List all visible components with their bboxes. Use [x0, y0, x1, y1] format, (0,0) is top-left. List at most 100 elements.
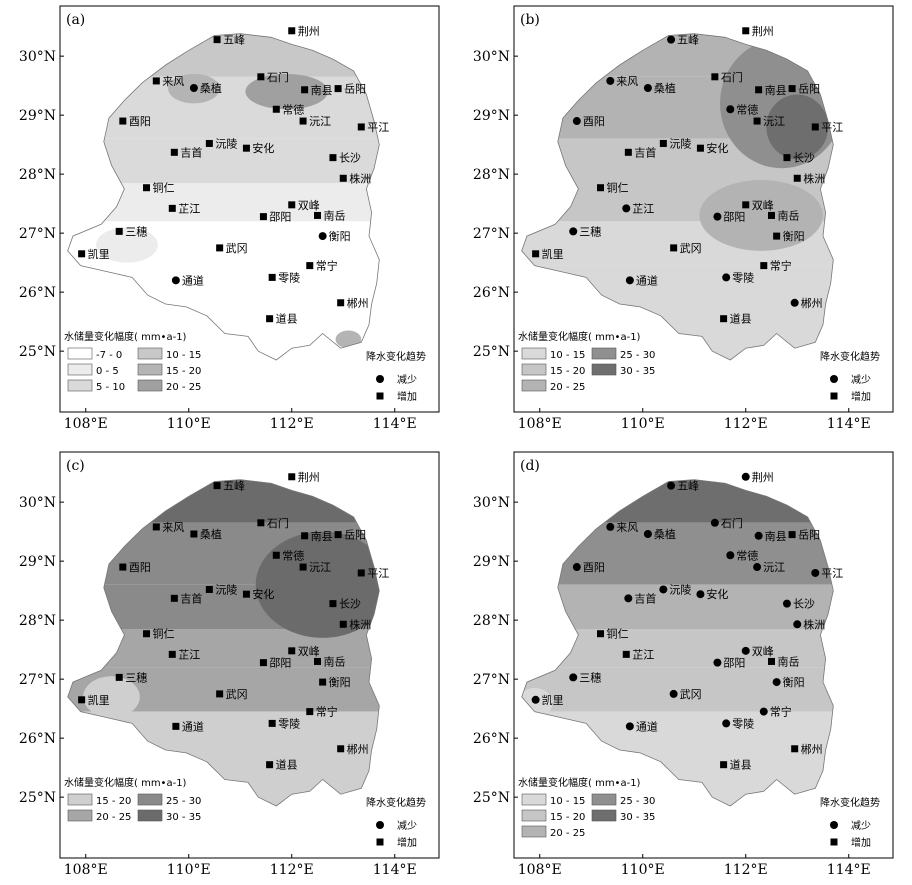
station-name: 凯里 [542, 248, 564, 261]
station-name: 衡阳 [329, 230, 351, 243]
station-name: 五峰 [223, 34, 245, 47]
increase-marker [301, 86, 309, 94]
decrease-legend-marker [376, 375, 384, 383]
station-name: 桑植 [200, 527, 222, 541]
station-name: 来风 [616, 521, 638, 534]
decrease-marker [782, 599, 791, 608]
station-16: 株洲 [339, 171, 371, 185]
station-name: 酉阳 [129, 115, 151, 128]
station-22: 三穗 [115, 225, 147, 238]
station-name: 南岳 [324, 209, 346, 222]
station-name: 通道 [636, 273, 658, 287]
lat-tick-label: 29°N [473, 108, 510, 124]
station-name: 长沙 [793, 152, 815, 165]
station-name: 常德 [282, 548, 304, 562]
legend-label: 15 - 20 [166, 366, 201, 377]
station-name: 沅江 [763, 115, 785, 128]
station-name: 沅江 [309, 561, 331, 574]
station-27: 通道 [172, 719, 204, 733]
decrease-legend-label: 减少 [851, 374, 871, 386]
decrease-legend-marker [830, 821, 838, 829]
lat-tick-label: 25°N [19, 790, 56, 806]
increase-marker [216, 690, 224, 698]
decrease-marker [722, 719, 731, 728]
increase-marker [259, 213, 267, 221]
station-16: 株洲 [793, 617, 825, 631]
station-name: 通道 [636, 719, 658, 733]
decrease-marker [569, 673, 578, 682]
decrease-legend-marker [376, 821, 384, 829]
station-name: 长沙 [339, 152, 361, 165]
increase-marker [768, 211, 775, 219]
station-23: 衡阳 [772, 676, 805, 689]
station-name: 岳阳 [798, 529, 820, 542]
station-name: 来风 [162, 75, 184, 88]
increase-marker [768, 657, 775, 665]
station-name: 南县 [765, 530, 787, 543]
station-name: 南县 [311, 84, 333, 97]
station-8: 常德 [726, 548, 758, 562]
increase-marker [288, 647, 296, 655]
increase-marker [720, 761, 728, 769]
station-16: 株洲 [339, 617, 371, 631]
legend-swatch [591, 793, 617, 806]
decrease-marker [622, 204, 631, 213]
increase-marker [334, 531, 342, 539]
station-name: 株洲 [349, 171, 371, 185]
station-7: 岳阳 [334, 83, 366, 96]
increase-marker [339, 174, 347, 182]
station-11: 平江 [357, 121, 389, 134]
legend-label: -7 - 0 [96, 350, 122, 361]
increase-marker [272, 551, 280, 559]
station-name: 株洲 [349, 617, 371, 631]
increase-marker [788, 85, 796, 93]
station-name: 铜仁 [607, 627, 629, 641]
increase-marker [306, 262, 314, 270]
station-name: 铜仁 [153, 181, 175, 195]
station-11: 平江 [357, 567, 389, 580]
shading-band [67, 629, 380, 668]
lat-tick-label: 27°N [473, 672, 510, 688]
lon-tick-label: 114°E [827, 416, 871, 432]
increase-marker [257, 519, 265, 527]
increase-marker [306, 708, 314, 716]
legend-label: 15 - 20 [550, 812, 585, 823]
station-1: 五峰 [667, 480, 699, 493]
decrease-legend-marker [830, 375, 838, 383]
legend-swatch [521, 793, 547, 806]
increase-marker [143, 630, 151, 638]
shading-zone [255, 531, 380, 638]
legend-swatch [521, 379, 547, 392]
station-15: 长沙 [782, 598, 815, 611]
increase-marker [742, 201, 750, 209]
increase-marker [314, 211, 321, 219]
station-name: 安化 [252, 141, 274, 155]
station-6: 南县 [301, 530, 333, 543]
legend-swatch [67, 809, 93, 822]
increase-marker [659, 139, 667, 147]
legend-label: 30 - 35 [166, 812, 201, 823]
station-22: 三穗 [115, 671, 147, 684]
panel-frame [59, 5, 440, 413]
station-9: 酉阳 [572, 115, 605, 128]
shading-zone [245, 73, 328, 110]
lat-tick-label: 30°N [19, 49, 56, 65]
increase-marker [288, 473, 296, 481]
increase-marker [213, 482, 221, 490]
legend-swatch [67, 379, 93, 392]
station-27: 通道 [171, 273, 204, 287]
station-name: 郴州 [347, 742, 369, 756]
station-20: 邵阳 [259, 211, 291, 224]
station-4: 石门 [711, 70, 743, 84]
legend-swatch [137, 363, 163, 376]
station-23: 衡阳 [318, 230, 351, 243]
increase-marker [720, 315, 728, 323]
station-1: 五峰 [213, 480, 245, 493]
legend-label: 30 - 35 [620, 366, 655, 377]
lon-tick-label: 110°E [621, 416, 665, 432]
station-29: 郴州 [337, 296, 369, 310]
lat-tick-label: 25°N [19, 344, 56, 360]
increase-marker [783, 154, 791, 162]
station-name: 长沙 [339, 598, 361, 611]
